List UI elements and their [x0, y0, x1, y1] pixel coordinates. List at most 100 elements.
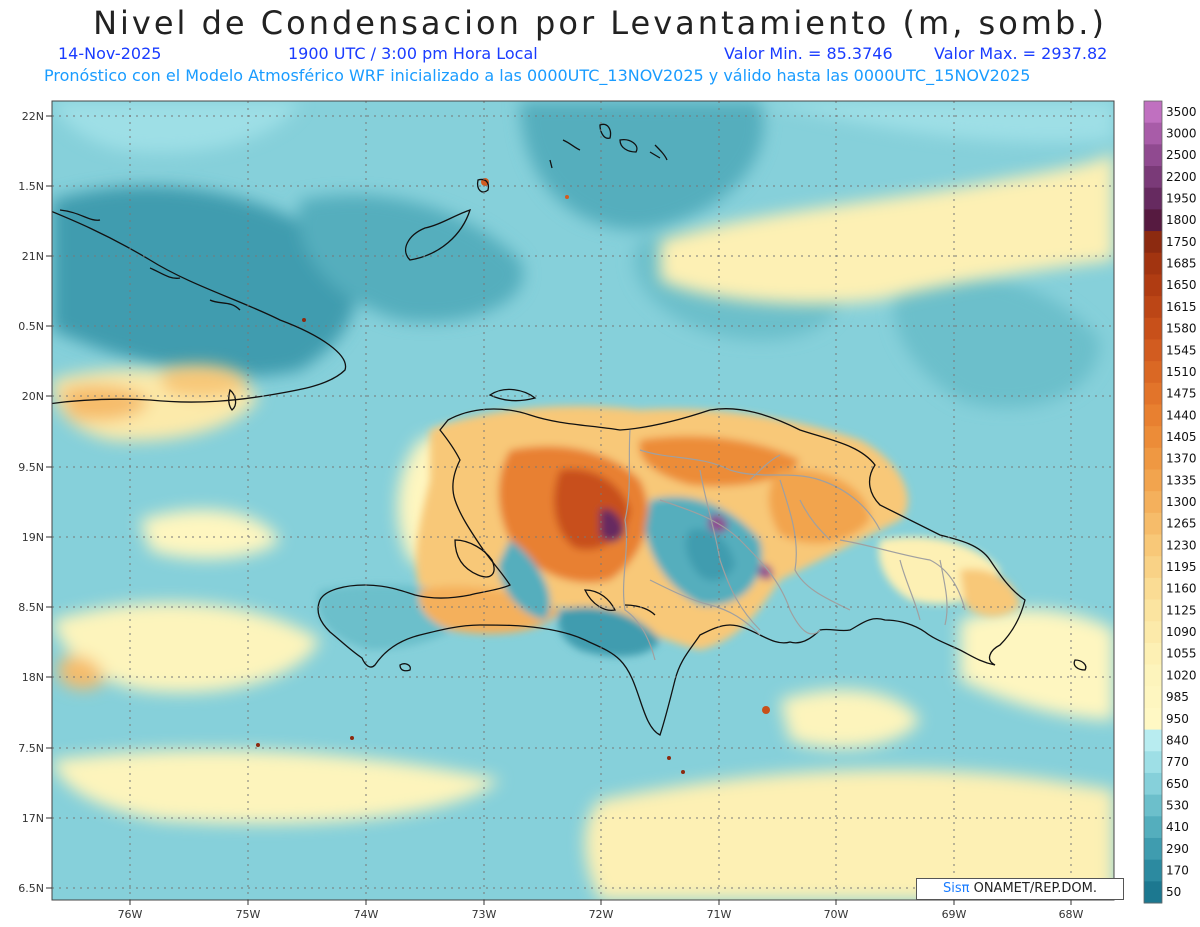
colorbar: 3500 3000 2500 2200 1950 1800 1750 1685 1650 1615…: [1143, 100, 1197, 904]
lat-label: 7.5N: [18, 742, 44, 755]
colorbar-label: 1950: [1166, 192, 1197, 206]
value-max: Valor Max. = 2937.82: [934, 44, 1108, 63]
colorbar-label: 530: [1166, 798, 1189, 812]
colorbar-label: 1440: [1166, 408, 1197, 422]
colorbar-swatch: [1144, 664, 1162, 687]
colorbar-swatch: [1144, 534, 1162, 557]
colorbar-label: 2200: [1166, 170, 1197, 184]
colorbar-swatch: [1144, 404, 1162, 427]
lat-label: 20N: [22, 390, 44, 403]
lat-label: 8.5N: [18, 601, 44, 614]
colorbar-label: 290: [1166, 842, 1189, 856]
forecast-description: Pronóstico con el Modelo Atmosférico WRF…: [44, 66, 1031, 85]
colorbar-label: 1615: [1166, 300, 1197, 314]
colorbar-swatch: [1144, 837, 1162, 861]
forecast-date: 14-Nov-2025: [58, 44, 162, 63]
longitude-labels: 76W 75W 74W 73W 72W 71W 70W 69W 68W: [118, 900, 1084, 921]
province-borders: [622, 429, 966, 661]
lat-label: 6.5N: [18, 882, 44, 895]
colorbar-frame: [1143, 100, 1163, 904]
colorbar-swatch: [1144, 426, 1162, 449]
colorbar-label: 770: [1166, 755, 1189, 769]
colorbar-label: 1370: [1166, 452, 1197, 466]
colorbar-label: 1335: [1166, 473, 1197, 487]
colorbar-label: 1750: [1166, 235, 1197, 249]
colorbar-swatch: [1144, 166, 1162, 189]
colorbar-swatch: [1144, 144, 1162, 167]
colorbar-swatch: [1144, 772, 1162, 796]
lat-label: 19N: [22, 531, 44, 544]
colorbar-swatch: [1144, 556, 1162, 579]
forecast-time: 1900 UTC / 3:00 pm Hora Local: [288, 44, 538, 63]
colorbar-swatch: [1144, 621, 1162, 644]
colorbar-label: 170: [1166, 863, 1189, 877]
colorbar-swatch: [1144, 794, 1162, 817]
colorbar-label: 1510: [1166, 365, 1197, 379]
colorbar-swatch: [1144, 252, 1162, 275]
colorbar-label: 1055: [1166, 647, 1197, 661]
colorbar-swatch: [1144, 707, 1162, 731]
colorbar-label: 1195: [1166, 560, 1197, 574]
colorbar-label: 50: [1166, 885, 1181, 899]
colorbar-swatch: [1144, 577, 1162, 601]
colorbar-swatch: [1144, 187, 1162, 210]
lon-label: 76W: [118, 908, 143, 921]
colorbar-label: 1650: [1166, 278, 1197, 292]
colorbar-label: 1405: [1166, 430, 1197, 444]
colorbar-label: 1265: [1166, 517, 1197, 531]
colorbar-label: 1020: [1166, 668, 1197, 682]
colorbar-label: 2500: [1166, 148, 1197, 162]
colorbar-label: 1800: [1166, 213, 1197, 227]
lon-label: 72W: [589, 908, 614, 921]
colorbar-swatch: [1144, 296, 1162, 319]
lat-label: 0.5N: [18, 320, 44, 333]
colorbar-swatch: [1144, 729, 1162, 752]
lat-label: 21N: [22, 250, 44, 263]
colorbar-swatch: [1144, 274, 1162, 297]
colorbar-label: 1125: [1166, 603, 1197, 617]
lat-label: 1.5N: [18, 180, 44, 193]
value-min: Valor Min. = 85.3746: [724, 44, 893, 63]
shaded-field: [52, 101, 1114, 900]
colorbar-swatch: [1144, 491, 1162, 514]
colorbar-swatch: [1144, 686, 1162, 709]
sispi-logo: Sisπ: [943, 881, 970, 896]
colorbar-swatch: [1144, 447, 1162, 470]
colorbar-swatch: [1144, 816, 1162, 839]
colorbar-swatch: [1144, 339, 1162, 362]
credit-text: ONAMET/REP.DOM.: [969, 881, 1097, 896]
latitude-labels: 22N 1.5N 21N 0.5N 20N 9.5N 19N 8.5N 18N …: [18, 110, 52, 895]
colorbar-label: 985: [1166, 690, 1189, 704]
colorbar-label: 1685: [1166, 257, 1197, 271]
lon-label: 73W: [472, 908, 497, 921]
colorbar-label: 3500: [1166, 105, 1197, 119]
colorbar-swatch: [1144, 361, 1162, 384]
colorbar-label: 1475: [1166, 387, 1197, 401]
graticule: [52, 101, 1114, 900]
colorbar-label: 1545: [1166, 343, 1197, 357]
colorbar-swatch: [1144, 317, 1162, 340]
lat-label: 18N: [22, 671, 44, 684]
colorbar-swatch: [1144, 642, 1162, 666]
colorbar-label: 650: [1166, 777, 1189, 791]
colorbar-swatch: [1144, 231, 1162, 254]
colorbar-swatch: [1144, 122, 1162, 145]
lat-label: 9.5N: [18, 461, 44, 474]
colorbar-swatch: [1144, 751, 1162, 774]
lat-label: 17N: [22, 812, 44, 825]
colorbar-label: 3000: [1166, 127, 1197, 141]
colorbar-label: 1300: [1166, 495, 1197, 509]
coastlines: [52, 123, 1087, 736]
colorbar-swatch: [1144, 859, 1162, 882]
colorbar-label: 1160: [1166, 582, 1197, 596]
colorbar-swatch: [1144, 469, 1162, 492]
colorbar-label: 1230: [1166, 538, 1197, 552]
colorbar-label: 1580: [1166, 322, 1197, 336]
colorbar-swatch: [1144, 382, 1162, 405]
lat-label: 22N: [22, 110, 44, 123]
map-title: Nivel de Condensacion por Levantamiento …: [93, 4, 1107, 42]
lon-label: 75W: [236, 908, 261, 921]
colorbar-label: 840: [1166, 733, 1189, 747]
colorbar-label: 410: [1166, 820, 1189, 834]
